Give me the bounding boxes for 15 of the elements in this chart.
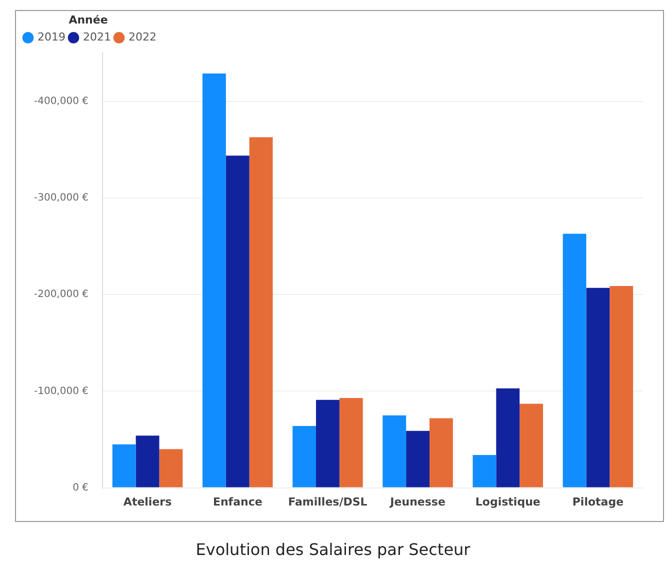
y-tick-label: -200,000 €	[34, 289, 88, 300]
y-tick-label: -300,000 €	[34, 192, 88, 204]
y-tick-label: -100,000 €	[34, 386, 88, 397]
y-tick-label: 0 €	[72, 482, 88, 494]
x-tick-label: Pilotage	[572, 495, 624, 508]
x-tick-label: Jeunesse	[389, 495, 446, 508]
x-tick-label: Enfance	[212, 495, 262, 508]
x-tick-label: Logistique	[475, 495, 540, 508]
legend-label: 2022	[128, 30, 156, 44]
x-tick-label: Ateliers	[123, 495, 172, 508]
x-tick-label: Familles/DSL	[288, 495, 368, 508]
legend-label: 2021	[82, 30, 111, 44]
legend-label: 2019	[38, 30, 66, 44]
y-tick-label: -400,000 €	[34, 96, 88, 108]
text: Evolution des Salaires par Secteur	[194, 540, 472, 559]
